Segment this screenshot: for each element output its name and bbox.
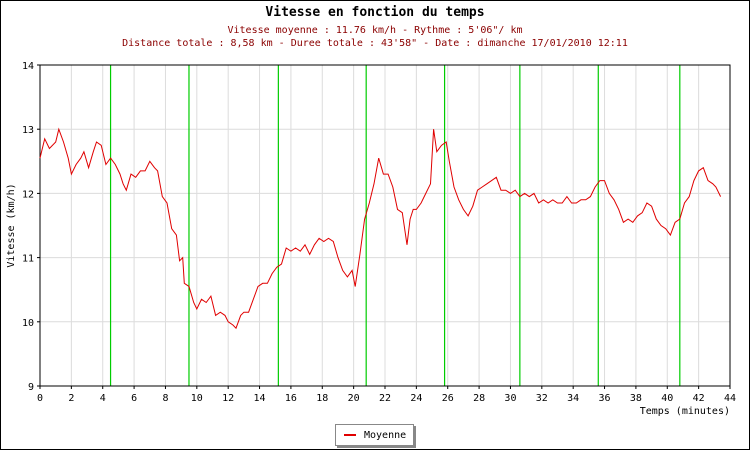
x-tick-label-17: 34 — [567, 393, 579, 404]
x-tick-label-0: 0 — [37, 393, 43, 404]
x-tick-label-10: 20 — [348, 393, 360, 404]
x-tick-label-7: 14 — [254, 393, 266, 404]
x-tick-label-16: 32 — [536, 393, 548, 404]
y-axis-ticks: 9 10 11 12 13 14 — [22, 61, 40, 393]
x-axis-ticks: 0 2 4 6 8 10 12 14 16 18 20 22 24 26 28 30 32 34 36 38 40 42 4… — [37, 386, 736, 404]
y-tick-label-0: 9 — [28, 382, 34, 393]
x-tick-label-15: 30 — [504, 393, 516, 404]
x-tick-label-6: 12 — [222, 393, 234, 404]
x-tick-label-5: 10 — [191, 393, 203, 404]
chart-subtitle-line-1: Vitesse moyenne : 11.76 km/h - Rythme : … — [227, 25, 523, 36]
x-tick-label-3: 6 — [131, 393, 137, 404]
grid — [39, 64, 731, 387]
legend-swatch-moyenne — [344, 434, 356, 436]
legend-label-moyenne: Moyenne — [364, 429, 407, 441]
chart-title: Vitesse en fonction du temps — [265, 5, 485, 20]
y-tick-label-5: 14 — [22, 61, 34, 72]
y-tick-label-3: 12 — [22, 189, 34, 200]
x-tick-label-19: 38 — [630, 393, 642, 404]
x-tick-label-20: 40 — [661, 393, 673, 404]
y-tick-label-4: 13 — [22, 125, 34, 136]
x-tick-label-13: 26 — [442, 393, 454, 404]
x-tick-label-8: 16 — [285, 393, 297, 404]
x-tick-label-14: 28 — [473, 393, 485, 404]
chart-subtitle-line-2: Distance totale : 8,58 km - Duree totale… — [122, 38, 628, 49]
y-tick-label-1: 10 — [22, 318, 34, 329]
legend: Moyenne — [335, 424, 414, 446]
x-axis-label: Temps (minutes) — [640, 406, 730, 417]
km-markers — [109, 65, 681, 386]
y-tick-label-2: 11 — [22, 254, 34, 265]
x-tick-label-9: 18 — [316, 393, 328, 404]
x-tick-label-22: 44 — [724, 393, 736, 404]
x-tick-label-21: 42 — [693, 393, 705, 404]
x-tick-label-4: 8 — [162, 393, 168, 404]
x-tick-label-2: 4 — [100, 393, 106, 404]
y-axis-label: Vitesse (km/h) — [6, 183, 17, 267]
x-tick-label-11: 22 — [379, 393, 391, 404]
x-tick-label-18: 36 — [599, 393, 611, 404]
x-tick-label-12: 24 — [410, 393, 422, 404]
x-tick-label-1: 2 — [68, 393, 74, 404]
series-line-moyenne — [39, 127, 722, 330]
